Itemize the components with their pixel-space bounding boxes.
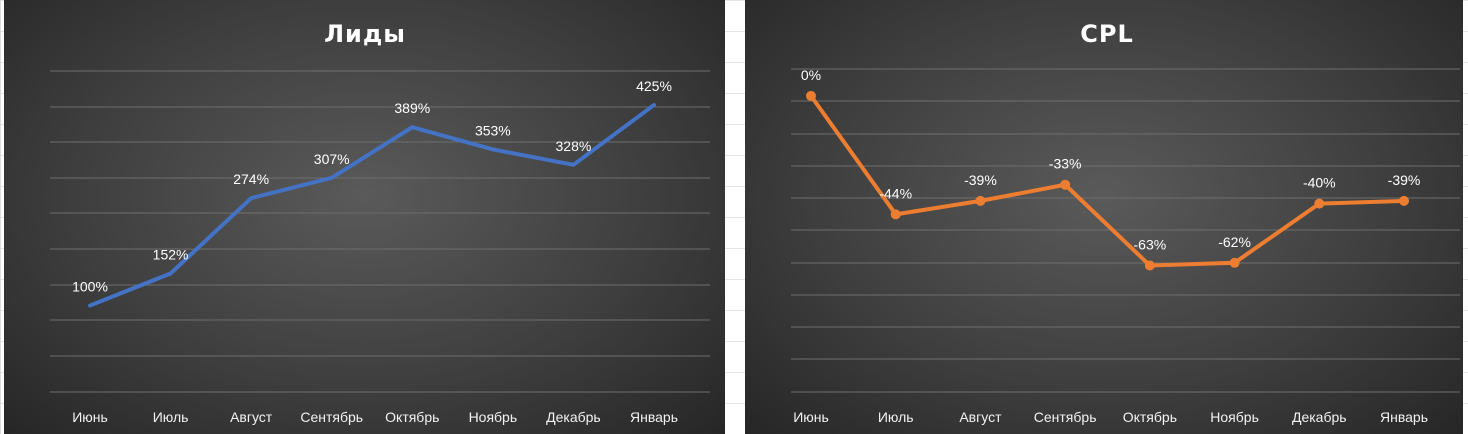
data-point[interactable] (975, 195, 986, 206)
data-label: 389% (394, 100, 430, 116)
data-label: -39% (1388, 172, 1421, 188)
x-tick-label: Июль (878, 409, 914, 425)
leads-chart[interactable]: Лиды Июнь Июль Август Сентябрь Октябрь Ноябрь… (4, 0, 725, 434)
x-tick-label: Август (230, 409, 273, 425)
data-point[interactable] (1399, 195, 1409, 206)
x-tick-label: Сентябрь (300, 409, 363, 425)
series-line (809, 93, 1406, 268)
data-point[interactable] (1229, 257, 1240, 268)
x-tick-label: Январь (1380, 409, 1428, 425)
x-tick-label: Ноябрь (469, 409, 518, 425)
x-tick-label: Октябрь (1123, 409, 1177, 425)
data-label: 328% (556, 138, 592, 154)
x-tick-label: Декабрь (1292, 409, 1347, 425)
data-label: -44% (879, 185, 912, 201)
chart-title: Лиды (324, 20, 406, 48)
x-tick-label: Ноябрь (1210, 409, 1259, 425)
data-label: -39% (964, 172, 997, 188)
cpl-chart-svg: CPL Июнь Июль Август Сентябрь Октябрь Ноябрь Д… (791, 20, 1460, 425)
data-label: 307% (314, 151, 350, 167)
data-label: -62% (1218, 234, 1251, 250)
data-label: -63% (1134, 236, 1167, 252)
data-point[interactable] (1060, 179, 1071, 190)
data-label: 100% (72, 279, 108, 295)
data-label: 425% (636, 78, 672, 94)
data-point[interactable] (890, 209, 901, 220)
x-tick-label: Январь (630, 409, 678, 425)
data-label: 353% (475, 122, 511, 138)
x-tick-label: Октябрь (385, 409, 439, 425)
data-label: 152% (153, 246, 189, 262)
data-point[interactable] (1314, 198, 1325, 209)
x-tick-label: Декабрь (546, 409, 601, 425)
x-tick-label: Июнь (72, 409, 108, 425)
chart-title: CPL (1080, 20, 1134, 48)
data-label: 274% (233, 171, 269, 187)
x-tick-label: Июнь (793, 409, 829, 425)
x-tick-label: Июль (153, 409, 189, 425)
cpl-chart[interactable]: CPL Июнь Июль Август Сентябрь Октябрь Ноябрь Д… (745, 0, 1463, 434)
series-line (88, 102, 656, 308)
data-label: -33% (1049, 156, 1082, 172)
data-label: 0% (801, 67, 821, 83)
data-point[interactable] (806, 90, 816, 101)
data-point[interactable] (1144, 260, 1155, 271)
data-label: -40% (1303, 175, 1336, 191)
x-tick-label: Сентябрь (1034, 409, 1097, 425)
leads-chart-svg: Лиды Июнь Июль Август Сентябрь Октябрь Ноябрь… (50, 20, 710, 425)
x-tick-label: Август (959, 409, 1002, 425)
